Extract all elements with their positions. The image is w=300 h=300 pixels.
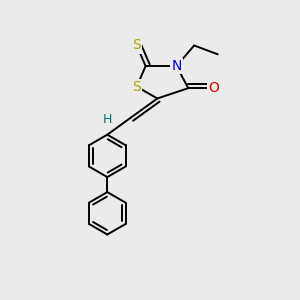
Text: O: O (208, 81, 219, 95)
Text: H: H (103, 112, 112, 126)
Text: S: S (132, 80, 141, 94)
Text: S: S (132, 38, 141, 52)
Text: N: N (171, 59, 182, 73)
